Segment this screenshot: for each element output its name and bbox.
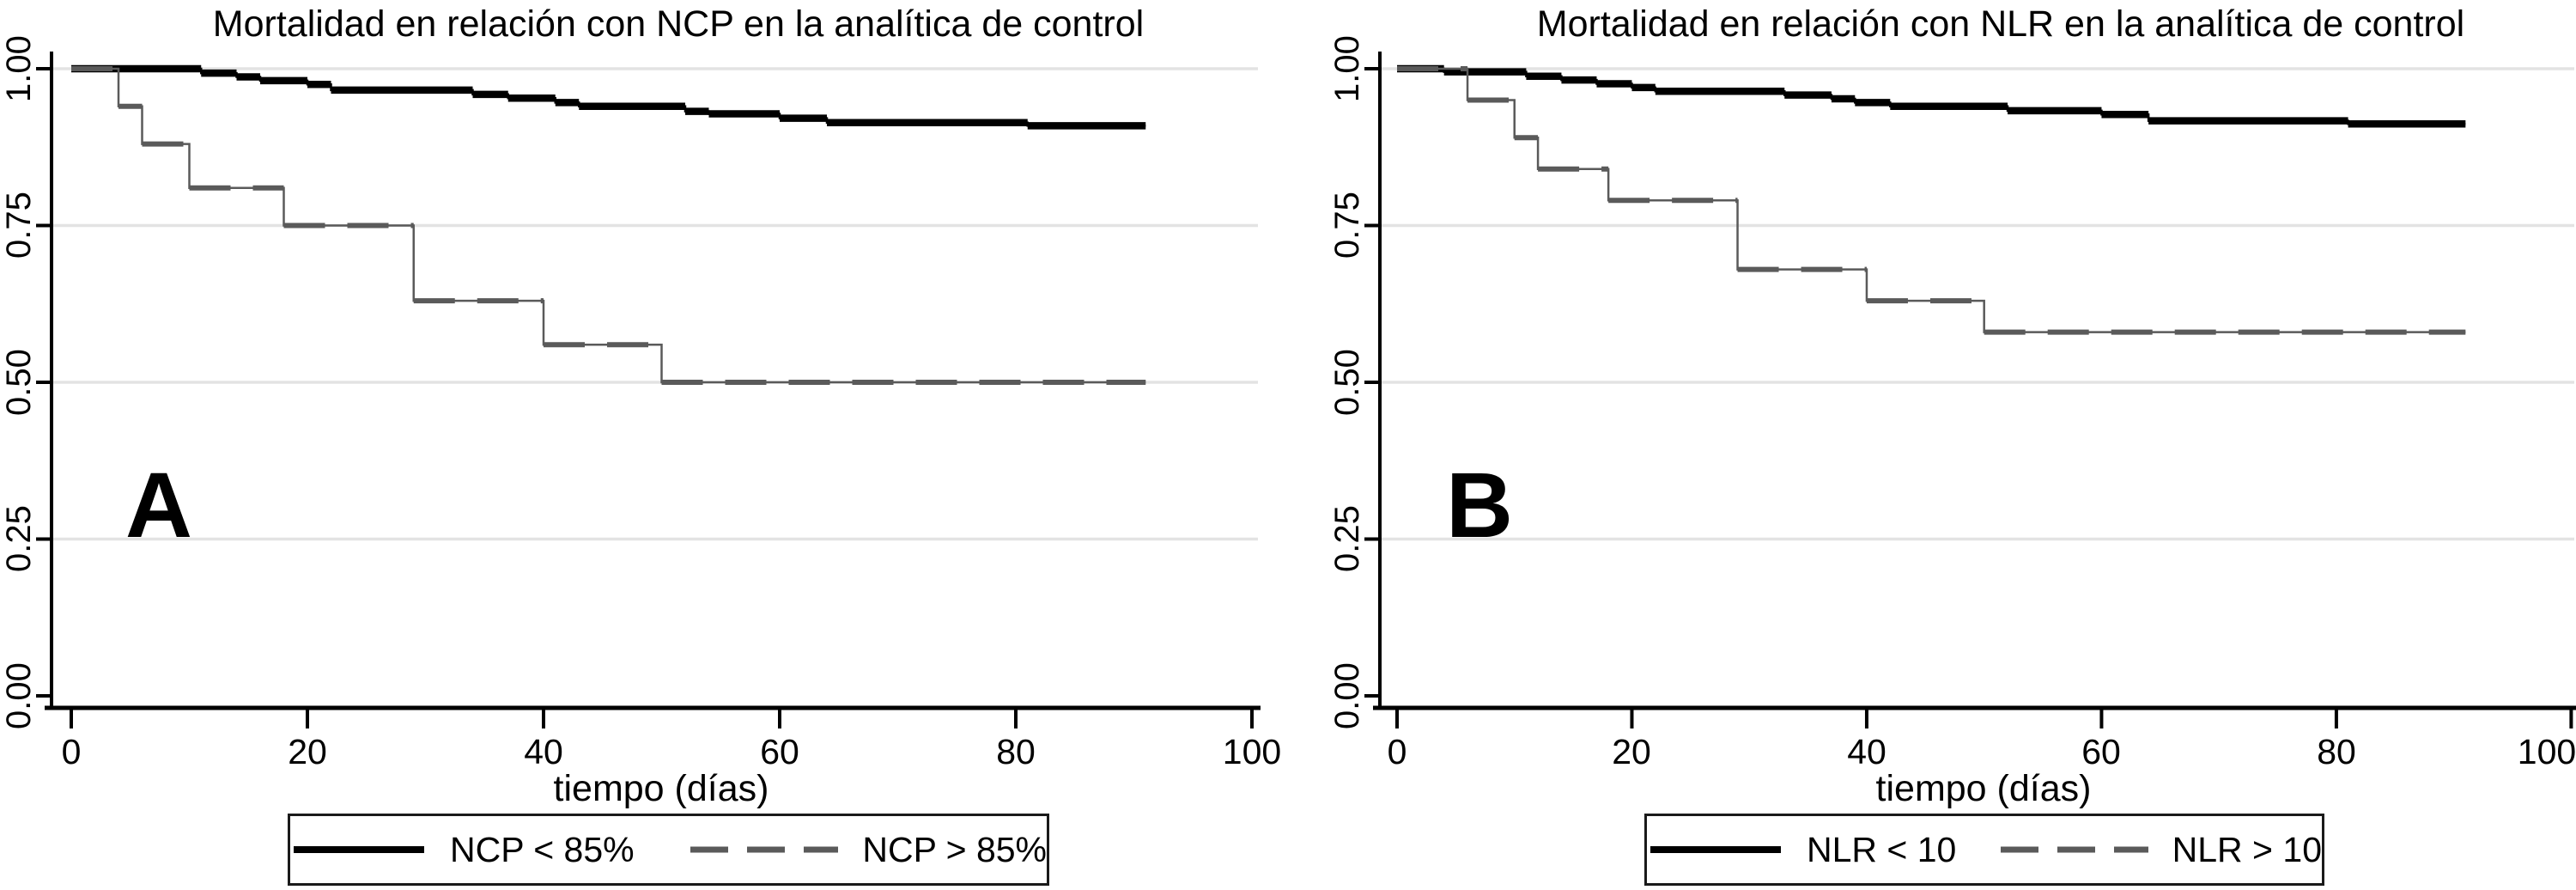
km-curve-dashed [71,66,1146,385]
panel-a-xtick-100: 100 [1222,732,1282,771]
km-curve-solid [71,64,1146,130]
panel-a-xtick-80: 80 [996,732,1036,771]
panel-a-letter: A [125,453,192,557]
panel-b-legend-label-solid: NLR < 10 [1807,829,1957,869]
panel-b-xtick-80: 80 [2317,732,2356,771]
panel-b-legend-label-dashed: NLR > 10 [2172,829,2322,869]
panel-b-letter: B [1446,453,1513,557]
panel-b-xtick-20: 20 [1612,732,1651,771]
panel-a-xtick-20: 20 [288,732,327,771]
panel-b-ytick-0.00: 0.00 [1328,662,1366,729]
dashed-line-sample-icon [690,846,839,853]
panel-a-legend: NCP < 85% NCP > 85% [288,814,1049,886]
panel-b-legend-entry-solid: NLR < 10 [1647,830,1956,870]
panel-b-ytick-0.50: 0.50 [1328,349,1366,416]
panel-a-ytick-0.00: 0.00 [0,662,38,729]
panel-b-xtick-100: 100 [2517,732,2576,771]
panel-a-ytick-1.00: 1.00 [0,35,38,102]
panel-b-xtick-40: 40 [1847,732,1886,771]
panel-b-xtick-60: 60 [2081,732,2121,771]
panel-b-ytick-0.25: 0.25 [1328,505,1366,572]
km-curve-dashed [1397,66,2466,335]
panel-b-ytick-0.75: 0.75 [1328,192,1366,259]
panel-a-legend-entry-solid: NCP < 85% [290,830,635,870]
panel-a-xtick-60: 60 [760,732,799,771]
solid-line-sample-icon [294,846,424,853]
panel-a-legend-label-solid: NCP < 85% [450,829,635,869]
dashed-line-sample-icon [2000,846,2148,853]
km-curve-solid [1397,64,2466,128]
km-curve-solid-verticals [71,67,1146,127]
panel-b-xaxis-title: tiempo (días) [1875,768,2092,809]
panel-b-xtick-0: 0 [1387,732,1407,771]
panel-a-xaxis-title: tiempo (días) [553,768,769,809]
panel-a-ytick-0.25: 0.25 [0,505,38,572]
panel-a-ytick-0.50: 0.50 [0,349,38,416]
solid-line-sample-icon [1650,846,1781,853]
panel-a-ytick-0.75: 0.75 [0,192,38,259]
panel-a-xtick-0: 0 [61,732,82,771]
panel-b-legend-entry-dashed: NLR > 10 [1999,830,2322,870]
panel-b-ytick-1.00: 1.00 [1328,35,1366,102]
panel-a-xtick-40: 40 [524,732,563,771]
panel-a-legend-label-dashed: NCP > 85% [862,829,1047,869]
panel-b-legend: NLR < 10 NLR > 10 [1644,814,2324,886]
panel-a-title: Mortalidad en relación con NCP en la ana… [212,3,1145,45]
panel-b-title: Mortalidad en relación con NLR en la ana… [1536,3,2465,45]
panel-a-legend-entry-dashed: NCP > 85% [689,830,1047,870]
